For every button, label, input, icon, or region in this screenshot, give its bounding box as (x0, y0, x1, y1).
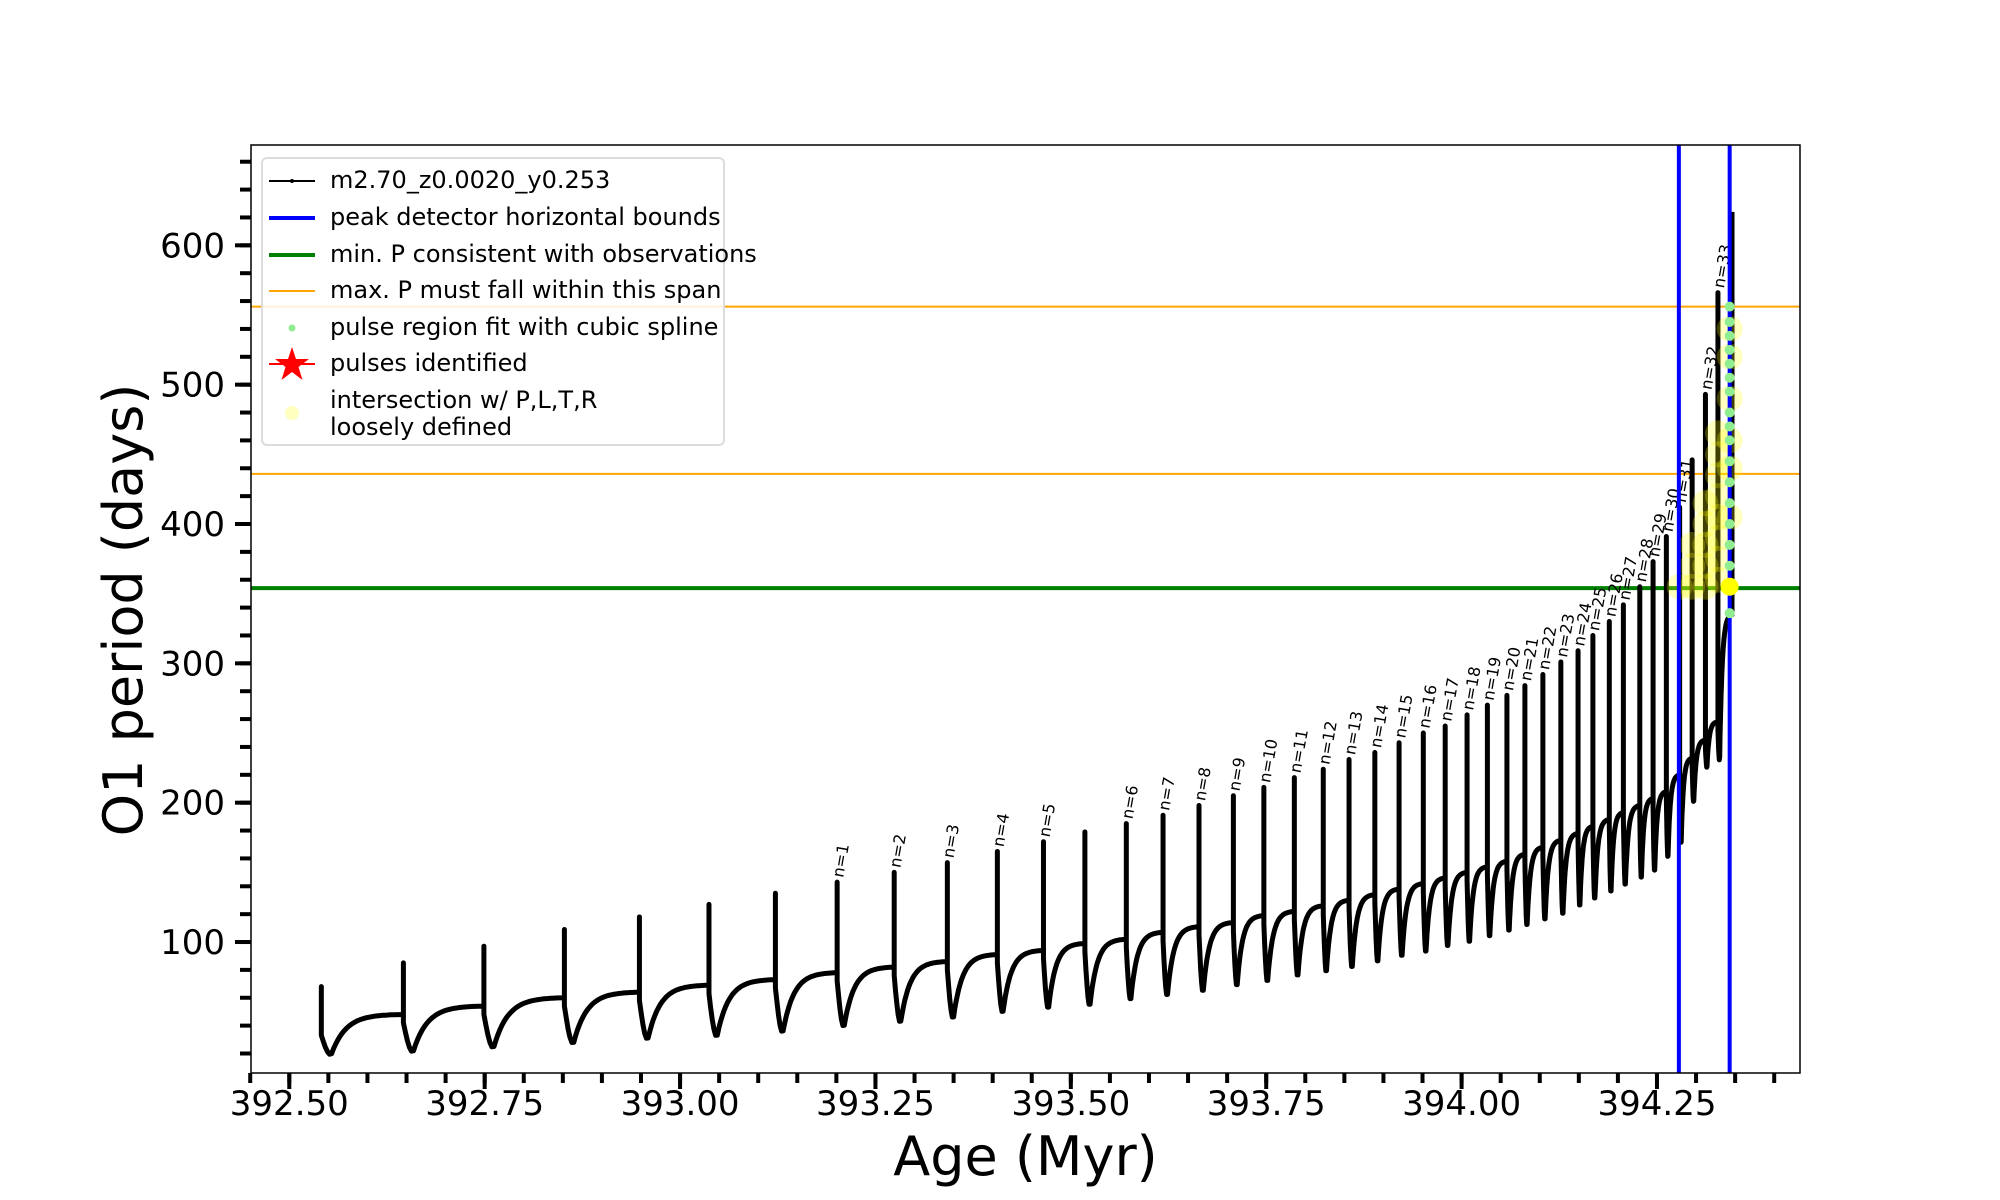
pulse-label: n=4 (989, 812, 1014, 849)
plot-area: n=1 n=2 n=3 n=4 n=5 n=6 n=7 n=8 n=9 n=10 n=11 n=12 n… (251, 145, 1800, 1073)
intersection-point (1692, 490, 1719, 517)
yellow-circle-icon (285, 406, 299, 420)
black-line-icon (269, 179, 315, 183)
intersection-point (1679, 573, 1706, 600)
intersection-point (1692, 552, 1719, 579)
x-tick-label: 393.75 (1207, 1084, 1326, 1124)
legend-label: peak detector horizontal bounds (330, 203, 721, 231)
x-tick-label: 393.50 (1011, 1084, 1130, 1124)
y-tick-label: 500 (160, 366, 225, 406)
intersection-point (1704, 483, 1731, 510)
spline-point (1724, 519, 1735, 530)
intersection-point (1692, 531, 1719, 558)
intersection-point (1704, 524, 1731, 551)
legend-label: pulse region fit with cubic spline (330, 313, 719, 341)
x-tick-label: 392.50 (230, 1084, 349, 1124)
pulse-label: n=5 (1035, 802, 1060, 839)
intersection-point (1692, 573, 1719, 600)
lightgreen-dot-icon (288, 324, 296, 332)
spline-point (1724, 456, 1735, 467)
spline-point (1724, 539, 1735, 550)
pulse-label: n=11 (1286, 728, 1312, 775)
legend-label-line2: loosely defined (330, 413, 513, 441)
green-line-icon (269, 253, 315, 257)
intersection-point (1704, 545, 1731, 572)
y-tick-label: 100 (160, 923, 225, 963)
spline-point (1724, 344, 1735, 355)
spline-point (1724, 435, 1735, 446)
spline-point (1724, 498, 1735, 509)
intersection-point (1704, 441, 1731, 468)
pulse-label: n=9 (1225, 756, 1250, 793)
orange-line-icon (269, 290, 315, 292)
y-axis-label: O1 period (days) (92, 384, 155, 837)
pulse-label: n=1 (828, 842, 853, 879)
spline-point (1724, 421, 1735, 432)
legend-item-pulses: pulses identified (263, 346, 723, 382)
x-axis-label: Age (Myr) (893, 1125, 1158, 1188)
x-tick-label: 394.00 (1402, 1084, 1521, 1124)
legend-item-max-p: max. P must fall within this span (263, 273, 723, 309)
pulse-label: n=3 (939, 823, 964, 860)
spline-point (1724, 477, 1735, 488)
spline-point (1724, 560, 1735, 571)
spline-point (1724, 407, 1735, 418)
intersection-point (1704, 462, 1731, 489)
y-tick-label: 400 (160, 505, 225, 545)
intersection-point (1679, 531, 1706, 558)
pulse-label: n=7 (1154, 775, 1179, 812)
intersection-point (1704, 504, 1731, 531)
legend-label: min. P consistent with observations (330, 240, 757, 268)
pulse-label: n=12 (1314, 719, 1340, 766)
legend-item-spline: pulse region fit with cubic spline (263, 310, 723, 346)
intersection-point (1704, 420, 1731, 447)
legend-item-intersection: intersection w/ P,L,T,R loosely defined (263, 383, 723, 443)
legend-item-series: m2.70_z0.0020_y0.253 (263, 163, 723, 199)
legend-item-min-p: min. P consistent with observations (263, 237, 757, 273)
blue-line-icon (269, 216, 315, 220)
intersection-point (1679, 552, 1706, 579)
pulse-label: n=13 (1340, 710, 1366, 757)
pulse-label: n=16 (1415, 683, 1441, 730)
legend-label: m2.70_z0.0020_y0.253 (330, 166, 611, 194)
intersection-point (1692, 511, 1719, 538)
spline-point (1724, 608, 1735, 619)
red-star-icon (269, 347, 315, 380)
y-tick-label: 300 (160, 644, 225, 684)
pulse-label: n=15 (1390, 693, 1416, 740)
spline-point (1724, 386, 1735, 397)
spline-point (1724, 358, 1735, 369)
y-tick-label: 600 (160, 226, 225, 266)
spline-point (1724, 301, 1735, 312)
pulse-label: n=17 (1436, 676, 1462, 723)
legend-label: pulses identified (330, 349, 528, 377)
pulse-label: n=2 (885, 833, 910, 870)
legend-label: intersection w/ P,L,T,R (330, 386, 598, 414)
legend: m2.70_z0.0020_y0.253 peak detector horiz… (261, 157, 757, 446)
x-tick-label: 394.25 (1597, 1084, 1716, 1124)
pulse-label: n=14 (1366, 703, 1392, 750)
x-tick-label: 393.00 (621, 1084, 740, 1124)
x-tick-label: 393.25 (816, 1084, 935, 1124)
spline-point (1724, 330, 1735, 341)
legend-label: max. P must fall within this span (330, 276, 722, 304)
intersection-highlight (1720, 577, 1739, 596)
pulse-label: n=8 (1190, 766, 1215, 803)
series-line (318, 211, 1735, 1057)
spline-point (1724, 372, 1735, 383)
pulse-label: n=6 (1118, 784, 1143, 821)
x-tick-label: 392.75 (425, 1084, 544, 1124)
pulse-label: n=10 (1255, 738, 1281, 785)
legend-item-vlines: peak detector horizontal bounds (263, 200, 723, 236)
y-tick-label: 200 (160, 784, 225, 824)
spline-point (1724, 316, 1735, 327)
